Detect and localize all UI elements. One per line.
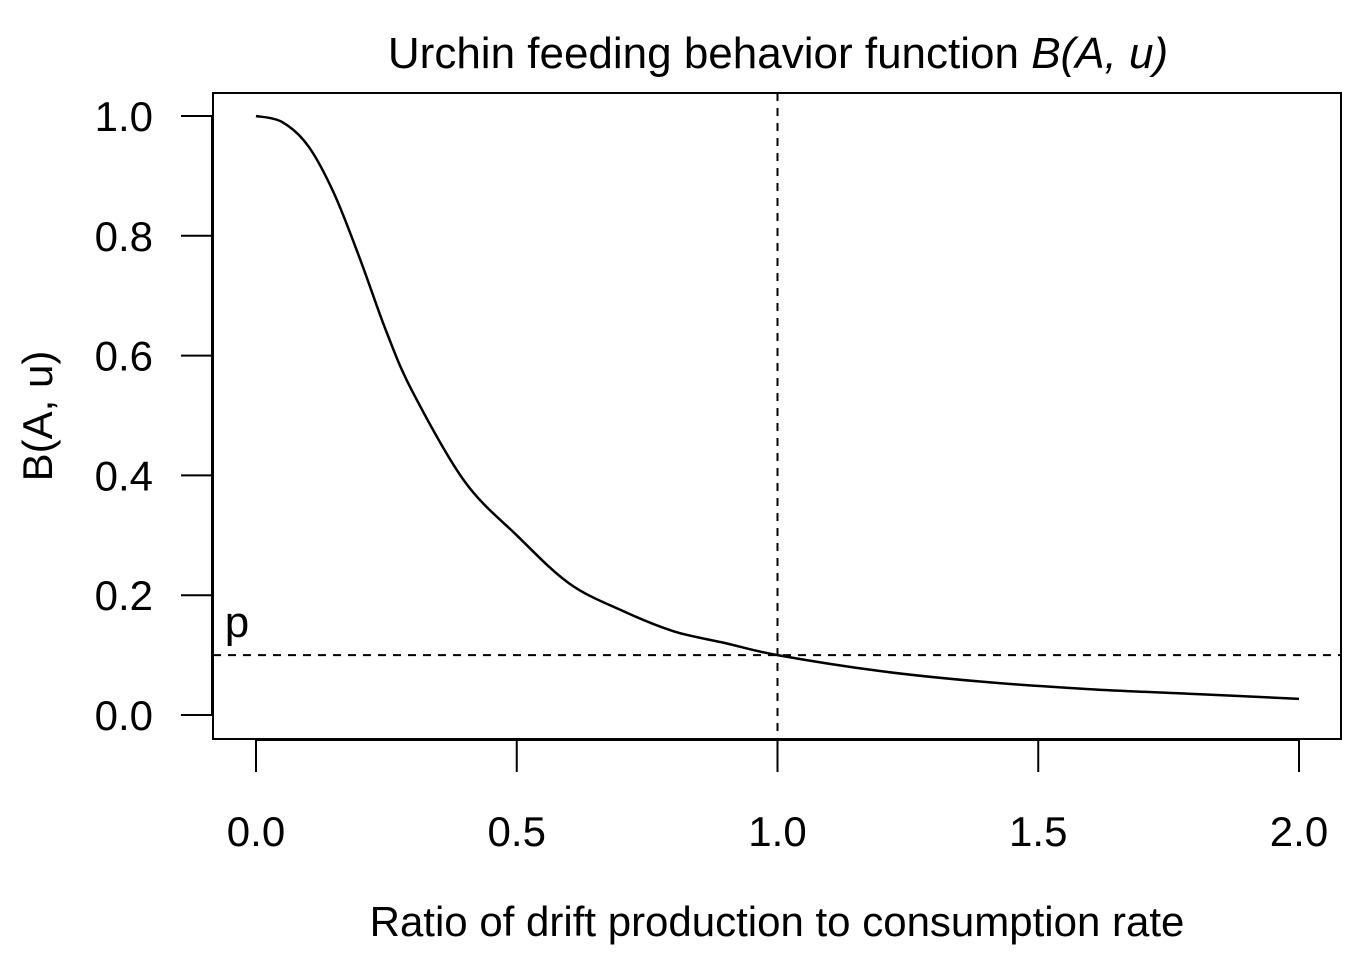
reference-lines bbox=[213, 93, 1341, 739]
x-tick-label: 2.0 bbox=[1270, 808, 1328, 855]
x-axis-label: Ratio of drift production to consumption… bbox=[370, 898, 1185, 945]
annotation-p: p bbox=[225, 598, 249, 647]
series-layer bbox=[255, 114, 1300, 701]
y-axis: 0.0 0.2 0.4 0.6 0.8 1.0 bbox=[95, 93, 213, 739]
y-tick-label: 0.4 bbox=[95, 452, 153, 499]
x-tick-label: 0.0 bbox=[227, 808, 285, 855]
y-axis-label: B(A, u) bbox=[14, 351, 61, 482]
x-tick-label: 1.5 bbox=[1009, 808, 1067, 855]
y-tick-label: 0.6 bbox=[95, 333, 153, 380]
y-tick-label: 0.8 bbox=[95, 213, 153, 260]
y-tick-label: 1.0 bbox=[95, 93, 153, 140]
chart-title-italic: B(A, u) bbox=[1031, 29, 1168, 78]
x-axis: 0.0 0.5 1.0 1.5 2.0 bbox=[227, 739, 1328, 855]
x-tick-label: 1.0 bbox=[748, 808, 806, 855]
x-tick-label: 0.5 bbox=[488, 808, 546, 855]
y-tick-label: 0.2 bbox=[95, 572, 153, 619]
chart-title: Urchin feeding behavior function B(A, u) bbox=[388, 29, 1168, 78]
y-tick-label: 0.0 bbox=[95, 692, 153, 739]
chart-title-main: Urchin feeding behavior function bbox=[388, 29, 1031, 78]
series-line bbox=[255, 114, 1300, 701]
annotations: p bbox=[225, 598, 249, 647]
